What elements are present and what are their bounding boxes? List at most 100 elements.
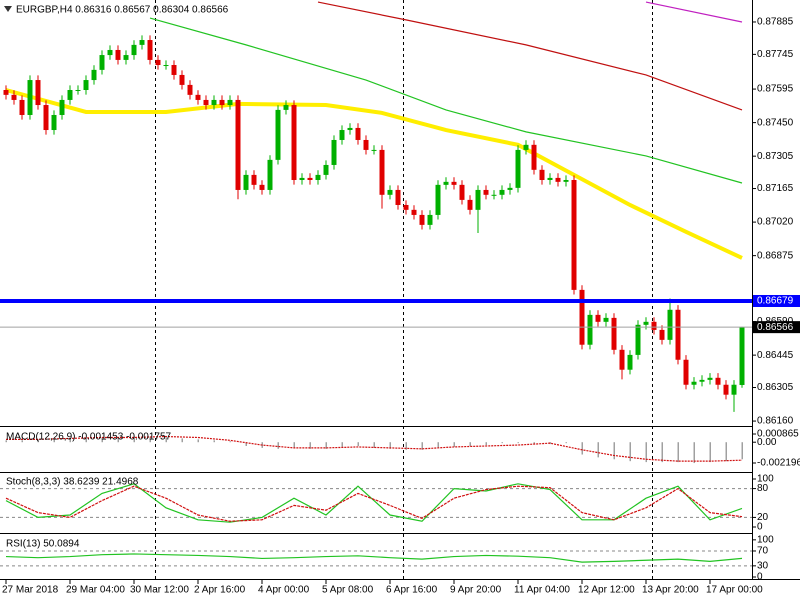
candle-body [571, 179, 577, 290]
y-tick-label: 0.86160 [757, 416, 794, 427]
candle-body [283, 105, 289, 110]
x-tick-label: 5 Apr 08:00 [322, 585, 374, 596]
y-tick-label: 0 [757, 572, 763, 583]
histogram-bar [293, 442, 295, 448]
x-tick-label: 29 Mar 04:00 [66, 585, 125, 596]
histogram-bar [613, 442, 615, 460]
candle-body [163, 65, 169, 67]
candle-body [707, 377, 713, 380]
x-tick-label: 27 Mar 2018 [2, 585, 59, 596]
candle-body [659, 329, 665, 340]
histogram-bar [517, 442, 519, 444]
day-separators [155, 0, 653, 579]
indicator-line [645, 1, 743, 23]
y-tick-label: 100 [757, 534, 774, 545]
candle-body [371, 149, 377, 151]
price-label: 0.86566 [757, 322, 794, 333]
indicator-title: Stoch(8,3,3) 38.6239 21.4968 [6, 477, 139, 488]
indicator-line [5, 553, 743, 563]
price-label: 0.86679 [757, 296, 794, 307]
candle-body [107, 49, 113, 56]
candle-body [427, 214, 433, 225]
histogram-bar [741, 442, 743, 460]
candle-body [355, 127, 361, 140]
candle-body [323, 164, 329, 175]
candle-body [75, 89, 81, 91]
candle-body [11, 94, 17, 100]
histogram-bar [213, 440, 215, 443]
candle-body [339, 130, 345, 140]
candle-body [187, 84, 193, 95]
candle-body [83, 80, 89, 90]
candle-body [19, 99, 25, 115]
candle-body [43, 105, 49, 131]
candle-body [539, 169, 545, 180]
y-tick-label: 0.87165 [757, 183, 794, 194]
histogram-bar [85, 438, 87, 443]
candle-body [363, 139, 369, 150]
indicator-line [6, 435, 743, 462]
candle-body [3, 89, 9, 95]
histogram-bar [197, 439, 199, 443]
x-tick-label: 12 Apr 12:00 [578, 585, 635, 596]
indicator-title: MACD(12,26,9) -0.001453 -0.001757 [6, 432, 172, 443]
candle-body [475, 189, 481, 210]
candle-body [331, 139, 337, 165]
histogram-bar [181, 438, 183, 443]
candle-body [491, 194, 497, 196]
histogram-bar [245, 442, 247, 446]
indicator-line [5, 88, 743, 260]
histogram-bar [469, 442, 471, 446]
candle-body [115, 49, 121, 60]
candle-body [155, 59, 161, 66]
symbol-icon [4, 6, 12, 12]
candle-body [147, 40, 153, 60]
y-tick-label: 0.87595 [757, 84, 794, 95]
y-tick-label: 0.86445 [757, 350, 794, 361]
y-tick-label: 20 [757, 512, 769, 523]
x-tick-label: 17 Apr 00:00 [706, 585, 763, 596]
histogram-bar [421, 442, 423, 450]
candle-body [219, 99, 225, 106]
candle-body [451, 181, 457, 185]
candle-body [99, 55, 105, 70]
histogram-bar [501, 442, 503, 444]
candle-body [259, 184, 265, 190]
indicator-line [149, 17, 743, 184]
candle-body [195, 94, 201, 100]
candle-body [291, 105, 297, 180]
y-tick-label: 0.00 [757, 437, 777, 448]
candle-body [723, 384, 729, 395]
y-tick-label: 70 [757, 546, 769, 557]
candle-body [483, 189, 489, 195]
y-tick-label: 0.86875 [757, 250, 794, 261]
histogram-bar [533, 442, 535, 445]
candle-body [251, 174, 257, 185]
y-tick-label: 80 [757, 483, 769, 494]
candle-body [67, 89, 73, 100]
candle-body [699, 379, 705, 382]
histogram-bar [373, 442, 375, 448]
candle-body [523, 144, 529, 150]
histogram-bar [693, 442, 695, 464]
candle-body [531, 144, 537, 170]
histogram-bar [165, 437, 167, 443]
histogram-bar [677, 442, 679, 463]
histogram-bar [21, 440, 23, 443]
candle-body [27, 80, 33, 115]
histogram-bar [709, 442, 711, 463]
indicator-line [317, 1, 743, 111]
indicator-title: RSI(13) 50.0894 [6, 539, 80, 550]
y-tick-label: 0.87885 [757, 17, 794, 28]
candle-body [139, 40, 145, 45]
histogram-bar [5, 440, 7, 443]
y-tick-label: 0.86305 [757, 382, 794, 393]
price-label-box [753, 321, 800, 334]
candle-body [179, 74, 185, 85]
y-tick-label: 0.87745 [757, 49, 794, 60]
candle-body [315, 174, 321, 180]
x-tick-label: 30 Mar 12:00 [130, 585, 189, 596]
candle-body [59, 99, 65, 115]
